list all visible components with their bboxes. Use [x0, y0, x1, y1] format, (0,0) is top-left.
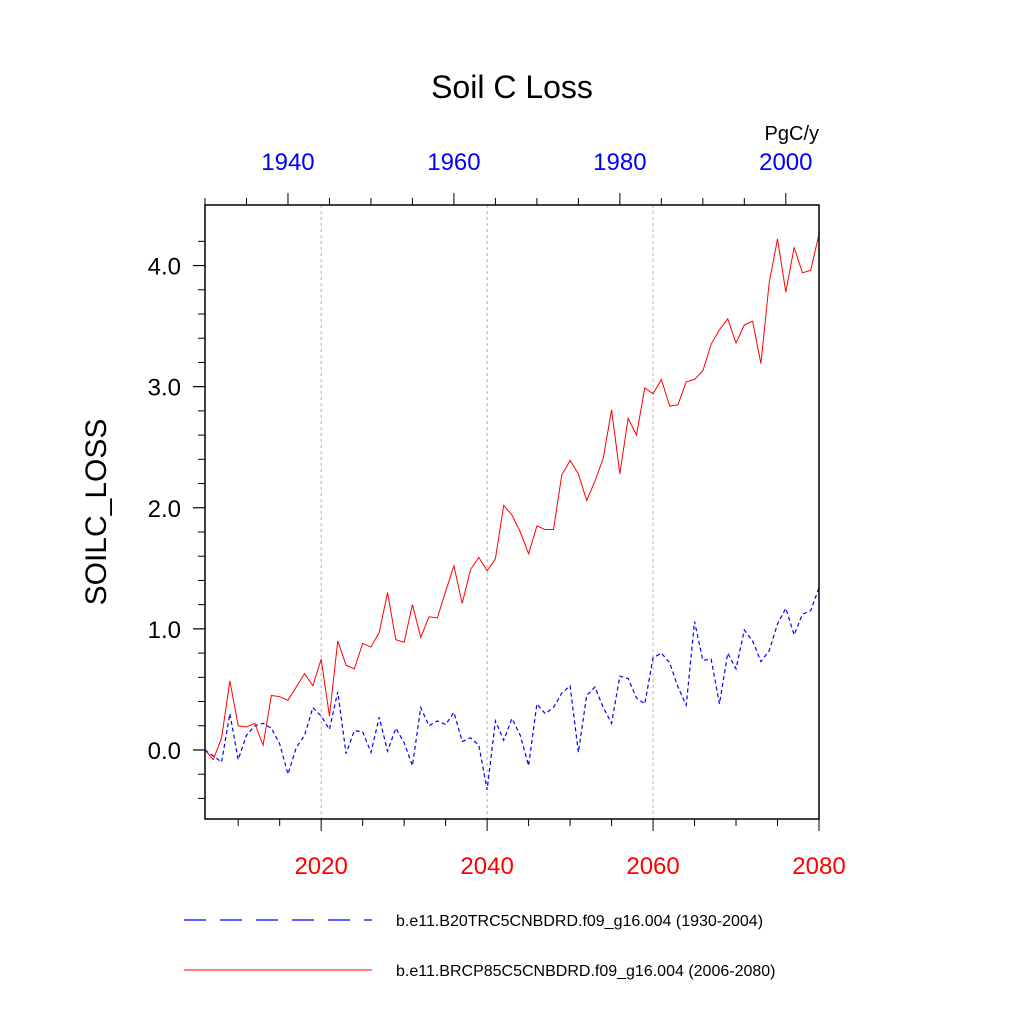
legend-label-rcp85: b.e11.BRCP85C5CNBDRD.f09_g16.004 (2006-2…: [396, 963, 775, 980]
series-line-historical: [204, 587, 820, 791]
x-top-tick-label: 1980: [593, 149, 646, 176]
series-line-rcp85: [204, 233, 820, 761]
axis-ticks: [193, 193, 820, 831]
x-bottom-tick-label: 2040: [460, 853, 513, 880]
y-tick-label: 4.0: [148, 254, 181, 281]
chart-title: Soil C Loss: [431, 69, 593, 105]
x-bottom-tick-label: 2080: [792, 853, 845, 880]
y-tick-label: 0.0: [148, 738, 181, 765]
y-axis-label: SOILC_LOSS: [80, 419, 113, 606]
x-top-tick-label: 1940: [261, 149, 314, 176]
plot-frame: [204, 204, 820, 820]
units-label: PgC/y: [765, 123, 819, 145]
x-top-tick-label: 2000: [759, 149, 812, 176]
axis-tick-labels: 0.0 1.0 2.0 3.0 4.0 2020 2040 2060 2080 1940 1960 1…: [148, 149, 846, 880]
x-top-tick-label: 1960: [427, 149, 480, 176]
series-lines: [204, 233, 820, 791]
vertical-gridlines: [320, 205, 654, 819]
legend: b.e11.B20TRC5CNBDRD.f09_g16.004 (1930-20…: [184, 913, 775, 980]
x-bottom-tick-label: 2060: [626, 853, 679, 880]
x-bottom-tick-label: 2020: [294, 853, 347, 880]
legend-label-historical: b.e11.B20TRC5CNBDRD.f09_g16.004 (1930-20…: [396, 913, 763, 930]
y-tick-label: 2.0: [148, 496, 181, 523]
y-tick-label: 3.0: [148, 375, 181, 402]
y-tick-label: 1.0: [148, 617, 181, 644]
